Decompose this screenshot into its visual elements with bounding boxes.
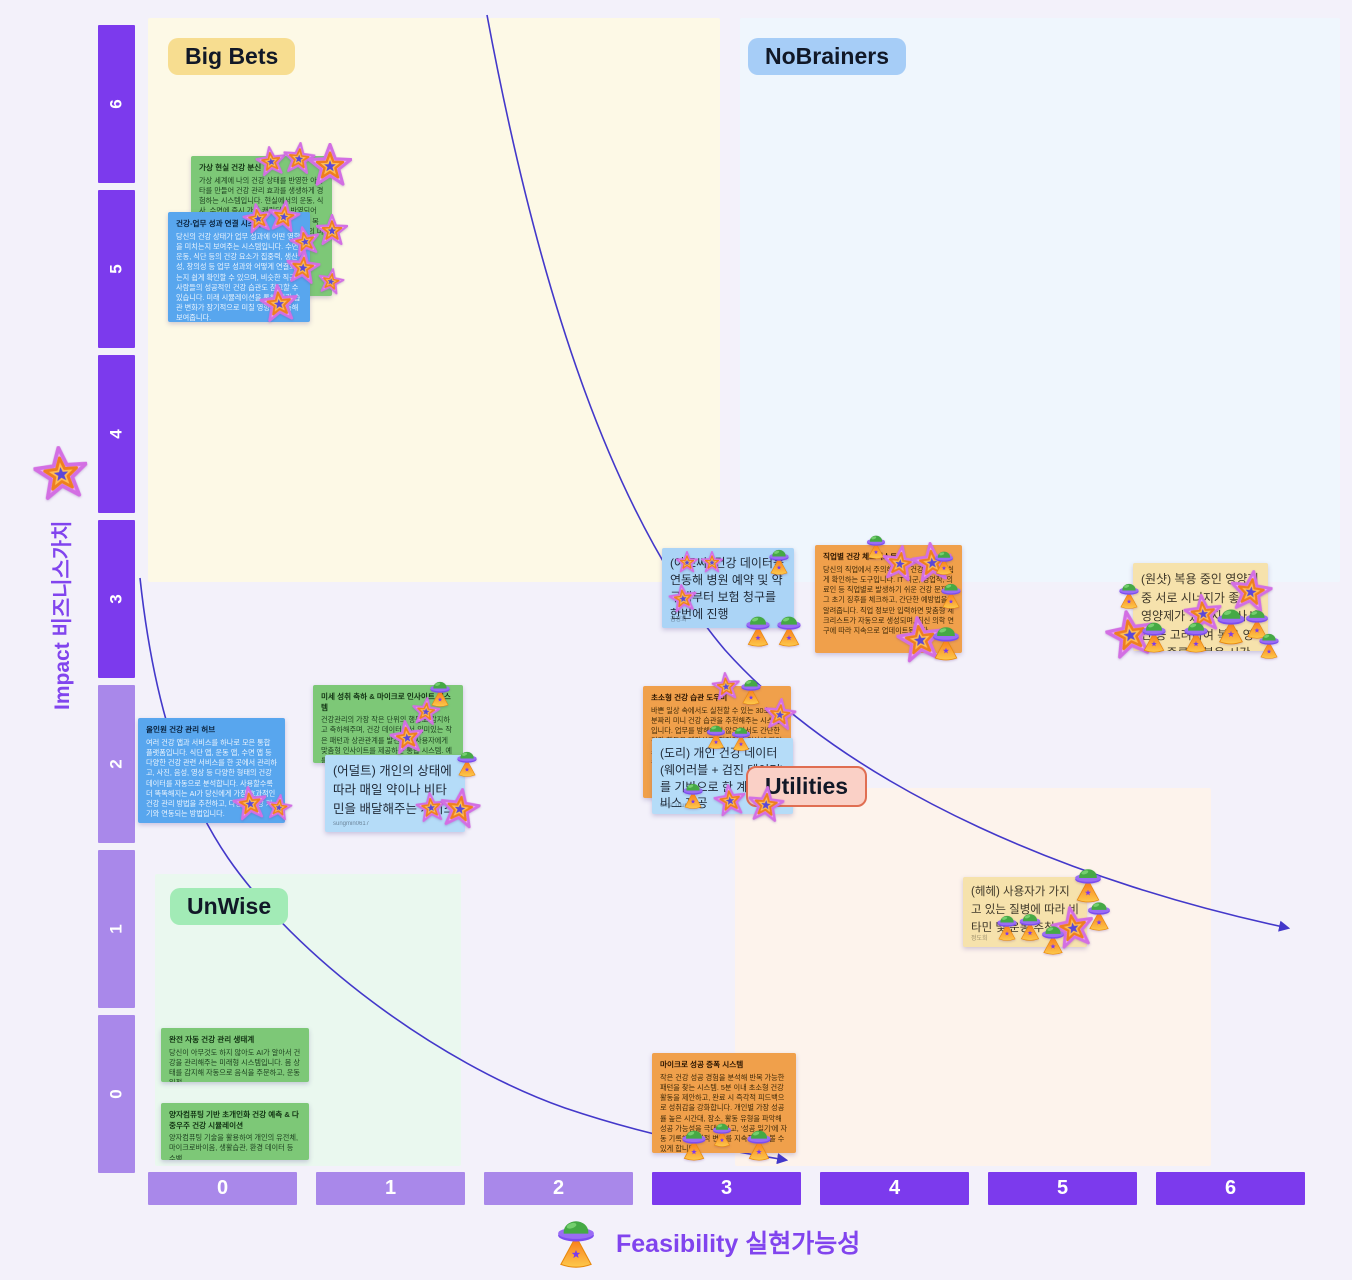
x-axis-tick-5: 5 — [988, 1172, 1137, 1205]
note-title: 마이크로 성공 증폭 시스템 — [660, 1060, 744, 1069]
y-tick-label: 0 — [106, 1089, 126, 1099]
star-icon[interactable] — [316, 266, 346, 296]
star-icon[interactable] — [308, 143, 352, 187]
y-tick-label: 5 — [106, 264, 126, 274]
star-icon[interactable] — [746, 784, 786, 824]
note-author: sungmin0617 — [333, 821, 370, 827]
ufo-icon[interactable] — [992, 912, 1022, 942]
x-axis-title: Feasibility 실현가능성 — [548, 1214, 860, 1270]
x-axis-tick-1: 1 — [316, 1172, 465, 1205]
ufo-icon[interactable] — [736, 676, 766, 706]
y-axis-tick-3: 3 — [98, 520, 135, 678]
ufo-icon[interactable] — [1036, 922, 1070, 956]
y-axis-tick-4: 4 — [98, 355, 135, 513]
star-icon[interactable] — [712, 782, 748, 818]
note-title: 건강-업무 성과 연결 시스템 — [176, 219, 262, 228]
ufo-icon[interactable] — [936, 580, 966, 610]
ufo-icon[interactable] — [678, 780, 708, 810]
star-icon[interactable] — [676, 551, 698, 573]
x-axis-tick-4: 4 — [820, 1172, 969, 1205]
quadrant-label-big-bets[interactable]: Big Bets — [168, 38, 296, 75]
star-icon[interactable] — [437, 785, 482, 830]
ufo-icon[interactable] — [676, 1126, 712, 1162]
y-tick-label: 3 — [106, 594, 126, 604]
note-author: 정도희 — [971, 936, 988, 942]
ufo-icon[interactable] — [1136, 618, 1172, 654]
ufo-icon[interactable] — [926, 622, 966, 662]
ufo-icon[interactable] — [1178, 618, 1214, 654]
ufo-icon[interactable] — [741, 1126, 777, 1162]
note-title: 올인원 건강 관리 허브 — [146, 725, 216, 734]
x-axis-tick-6: 6 — [1156, 1172, 1305, 1205]
y-tick-label: 4 — [106, 429, 126, 439]
ufo-icon[interactable] — [1114, 580, 1144, 610]
star-icon[interactable] — [284, 248, 321, 285]
star-icon[interactable] — [31, 443, 90, 502]
star-icon[interactable] — [258, 282, 300, 324]
y-axis-tick-2: 2 — [98, 685, 135, 843]
y-axis-tick-5: 5 — [98, 190, 135, 348]
star-icon[interactable] — [388, 718, 426, 756]
ufo-icon[interactable] — [452, 748, 482, 778]
ufo-icon[interactable] — [930, 548, 958, 576]
y-tick-label: 2 — [106, 759, 126, 769]
note-body: 당신의 건강 상태가 업무 성과에 어떤 영향을 미치는지 보여주는 시스템입니… — [176, 231, 301, 322]
ufo-icon[interactable] — [771, 612, 807, 648]
y-axis-title-text: Impact 비즈니스가치 — [51, 520, 74, 710]
note-body: 양자컴퓨팅 기술을 활용하여 개인의 유전체, 마이크로바이옴, 생활습관, 환… — [169, 1133, 299, 1160]
x-axis-tick-0: 0 — [148, 1172, 297, 1205]
quadrant-label-nobrainers[interactable]: NoBrainers — [748, 38, 906, 75]
ufo-icon[interactable] — [702, 722, 730, 750]
y-tick-label: 1 — [106, 924, 126, 934]
y-axis-tick-1: 1 — [98, 850, 135, 1008]
star-icon[interactable] — [762, 696, 797, 731]
star-icon[interactable] — [316, 214, 348, 246]
x-axis-tick-2: 2 — [484, 1172, 633, 1205]
note-body: 당신이 아무것도 하지 않아도 AI가 알아서 건강을 관리해주는 미래형 시스… — [169, 1047, 301, 1082]
quadrant-label-unwise[interactable]: UnWise — [170, 888, 289, 925]
y-tick-label: 6 — [106, 99, 126, 109]
note-author: 김정희 — [670, 617, 687, 623]
ufo-icon — [548, 1214, 604, 1270]
note-title: 양자컴퓨팅 기반 초개인화 건강 예측 & 다중우주 건강 시뮬레이션 — [169, 1110, 299, 1130]
star-icon[interactable] — [701, 551, 723, 573]
ufo-icon[interactable] — [708, 1120, 736, 1148]
y-axis-tick-0: 0 — [98, 1015, 135, 1173]
x-axis-tick-3: 3 — [652, 1172, 801, 1205]
x-axis-title-text: Feasibility 실현가능성 — [616, 1230, 861, 1258]
ufo-icon[interactable] — [727, 724, 755, 752]
note-title: 가상 현실 건강 분신 — [199, 163, 262, 172]
quadrant-utilities — [735, 788, 1211, 1166]
ufo-icon[interactable] — [1254, 630, 1284, 660]
star-icon[interactable] — [264, 792, 293, 821]
ufo-icon[interactable] — [764, 546, 794, 576]
y-axis-tick-6: 6 — [98, 25, 135, 183]
quadrant-nobrainers — [740, 18, 1340, 582]
note-title: 완전 자동 건강 관리 생태계 — [169, 1035, 255, 1044]
star-icon[interactable] — [667, 582, 699, 614]
